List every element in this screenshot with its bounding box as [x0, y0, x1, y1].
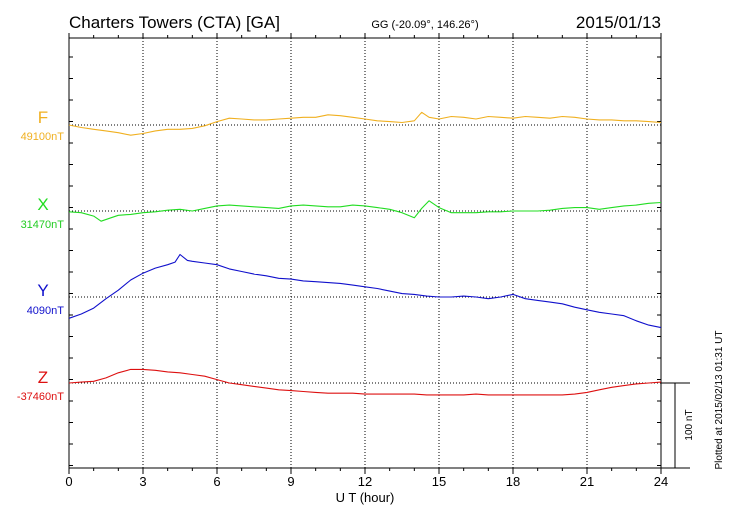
series-layer	[68, 111, 662, 396]
x-tick-label-0: 0	[65, 474, 72, 489]
y-minor-ticks	[69, 56, 661, 466]
baseline-label-Z: -37460nT	[17, 391, 64, 403]
series-label-X: X	[37, 195, 48, 214]
x-tick-label-24: 24	[654, 474, 668, 489]
x-tick-label-6: 6	[213, 474, 220, 489]
plot-frame	[68, 37, 662, 469]
plotted-timestamp: Plotted at 2015/02/13 01:31 UT	[714, 331, 725, 470]
date-label: 2015/01/13	[576, 13, 661, 32]
series-line-Z	[68, 368, 662, 396]
series-label-Z: Z	[38, 368, 48, 387]
scale-bar-label: 100 nT	[684, 409, 695, 440]
baseline-label-X: 31470nT	[21, 219, 65, 231]
scale-bar: 100 nT	[661, 382, 695, 469]
x-axis-ticks: 0 3 6 9 12 15 18 21 24	[65, 33, 668, 489]
x-axis-title: U T (hour)	[336, 490, 395, 505]
x-tick-label-3: 3	[139, 474, 146, 489]
x-tick-label-9: 9	[287, 474, 294, 489]
baseline-label-Y: 4090nT	[27, 305, 65, 317]
vertical-gridlines	[142, 38, 588, 468]
series-label-Y: Y	[37, 281, 48, 300]
series-label-F: F	[38, 108, 48, 127]
series-line-Y	[68, 253, 662, 329]
series-line-X	[68, 200, 662, 222]
station-title: Charters Towers (CTA) [GA]	[69, 13, 280, 32]
x-tick-label-15: 15	[432, 474, 446, 489]
x-tick-label-18: 18	[506, 474, 520, 489]
x-tick-label-21: 21	[580, 474, 594, 489]
x-tick-label-12: 12	[358, 474, 372, 489]
series-line-F	[68, 111, 662, 136]
baseline-label-F: 49100nT	[21, 131, 65, 143]
coords-label: GG (-20.09°, 146.26°)	[371, 19, 478, 31]
